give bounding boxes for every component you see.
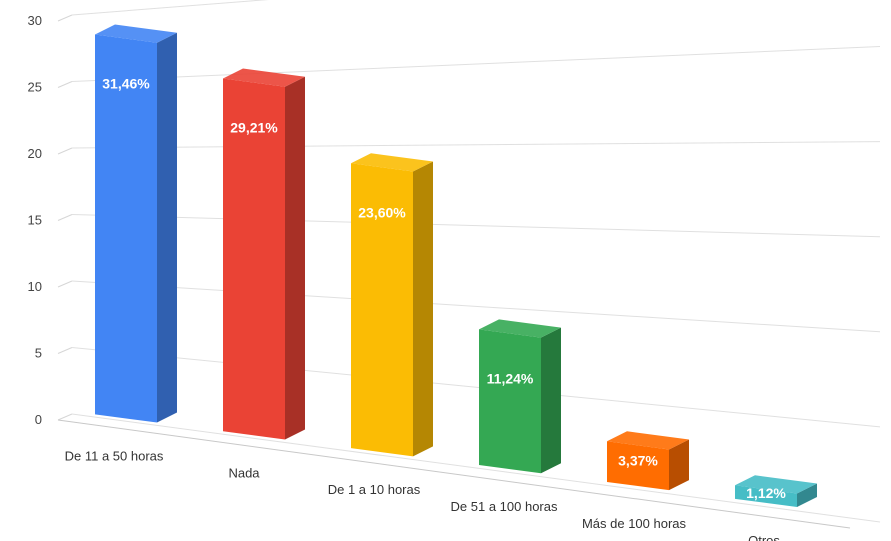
bar-side [541, 327, 561, 474]
bar-front [351, 163, 413, 457]
bar-front [607, 441, 669, 491]
bar-top [735, 475, 817, 494]
y-tick-label: 20 [28, 146, 42, 161]
y-tick-label: 10 [28, 279, 42, 294]
gridline [71, 347, 881, 428]
y-tick-label: 0 [35, 412, 42, 427]
bar-front [735, 485, 797, 508]
x-axis-line [57, 419, 851, 529]
bar-side [669, 439, 689, 491]
category-label: Más de 100 horas [582, 516, 687, 531]
data-label: 11,24% [487, 370, 534, 386]
category-label: Otros [748, 533, 780, 541]
bar-top [95, 24, 177, 43]
bar-side [797, 483, 817, 508]
gridline-stub [57, 14, 73, 22]
y-tick-label: 25 [28, 80, 42, 95]
gridline-stub [57, 280, 73, 288]
data-label: 1,12% [746, 485, 786, 501]
category-label: Nada [228, 465, 260, 480]
gridline-stub [57, 413, 73, 421]
category-label: De 1 a 10 horas [328, 482, 421, 497]
bar-top [351, 153, 433, 172]
bar: 3,37% [607, 431, 689, 491]
bar: 31,46% [95, 24, 177, 423]
gridline [71, 214, 881, 238]
gridline-stub [57, 81, 73, 88]
bar: 1,12% [735, 475, 817, 508]
gridline [71, 413, 881, 523]
bar-front [223, 78, 285, 440]
category-labels: De 11 a 50 horas Nada De 1 a 10 horas De 51… [65, 448, 781, 541]
data-label: 3,37% [618, 452, 658, 468]
data-label: 23,60% [358, 204, 406, 220]
gridline-stub [57, 214, 73, 221]
bar: 29,21% [223, 68, 305, 440]
bar-side [157, 32, 177, 423]
bar-side [285, 76, 305, 440]
gridline-stub [57, 347, 73, 354]
gridline [71, 141, 881, 149]
bar-side [413, 161, 433, 457]
bar-front [95, 34, 157, 423]
y-axis-ticks: 0 5 10 15 20 25 30 [28, 13, 42, 427]
bar-front [479, 329, 541, 474]
gridline-stub [57, 147, 73, 155]
y-tick-label: 5 [35, 346, 42, 361]
data-label: 31,46% [102, 76, 150, 92]
gridlines [57, 0, 881, 529]
y-tick-label: 30 [28, 13, 42, 28]
bar-top [607, 431, 689, 450]
gridline [71, 0, 270, 16]
y-tick-label: 15 [28, 213, 42, 228]
bar: 11,24% [479, 319, 561, 474]
data-label: 29,21% [230, 120, 278, 136]
gridline [71, 46, 881, 82]
category-label: De 51 a 100 horas [451, 499, 558, 514]
bar: 23,60% [351, 153, 433, 457]
bar-top [223, 68, 305, 87]
category-label: De 11 a 50 horas [65, 448, 164, 463]
bar-top [479, 319, 561, 338]
gridline [71, 280, 881, 333]
bars: 31,46% 29,21% 23,60% 11,24% 3,37% 1,12% [95, 24, 817, 508]
